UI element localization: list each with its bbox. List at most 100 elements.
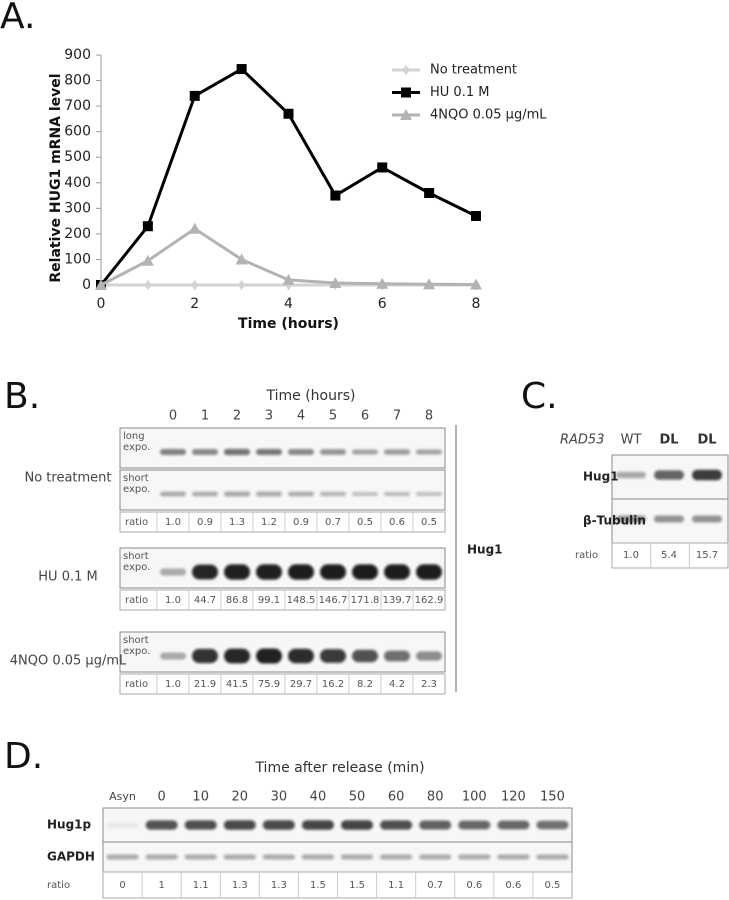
band: [320, 449, 346, 455]
ratio-value: 1.0: [165, 679, 181, 690]
band: [192, 491, 218, 497]
row-label: Hug1: [583, 470, 619, 484]
band: [301, 854, 334, 860]
band: [160, 568, 186, 576]
marker: [141, 254, 154, 266]
band: [224, 648, 250, 664]
exposure-text: short expo.: [123, 551, 151, 573]
band: [341, 820, 374, 830]
lane-label: 3: [265, 409, 273, 424]
marker: [235, 253, 248, 265]
y-tick-label: 700: [64, 98, 91, 114]
band: [692, 515, 722, 523]
ratio-value: 1.0: [623, 550, 639, 561]
lane-label: 1: [201, 409, 209, 424]
band: [384, 650, 410, 662]
ratio-value: 44.7: [194, 595, 216, 606]
row-label: GAPDH: [47, 850, 95, 864]
blot-frame: [102, 807, 573, 843]
lane-label: 5: [329, 409, 337, 424]
lane-label: 10: [192, 790, 209, 805]
protein-label: Hug1: [467, 543, 503, 557]
band: [352, 564, 378, 580]
band: [288, 564, 314, 580]
band: [497, 820, 530, 830]
lane-label: 50: [349, 790, 366, 805]
panel-label: C.: [521, 376, 558, 417]
band: [192, 449, 218, 455]
band: [262, 820, 295, 830]
ratio-value: 16.2: [322, 679, 344, 690]
lane-label: 100: [462, 790, 487, 805]
lane-label: 60: [388, 790, 405, 805]
blot-frame: [102, 841, 573, 873]
ratio-frame: [119, 589, 446, 611]
ratio-value: 146.7: [319, 595, 348, 606]
group-label: HU 0.1 M: [38, 570, 97, 585]
band: [145, 854, 178, 860]
band: [223, 854, 256, 860]
y-tick-label: 200: [64, 226, 91, 242]
lane-label: 2: [233, 409, 241, 424]
ratio-value: 0.9: [293, 517, 309, 528]
ratio-label: ratio: [125, 595, 148, 606]
band: [416, 491, 442, 497]
marker: [237, 280, 246, 290]
band: [160, 449, 186, 455]
legend-label: No treatment: [430, 63, 517, 78]
ratio-value: 0.9: [197, 517, 213, 528]
marker: [376, 277, 389, 289]
band: [341, 854, 374, 860]
marker: [402, 65, 410, 75]
band: [262, 854, 295, 860]
band: [352, 491, 378, 497]
ratio-value: 1.1: [193, 880, 209, 891]
band: [256, 491, 282, 497]
ratio-value: 0.5: [421, 517, 437, 528]
panel-label: B.: [4, 376, 40, 417]
lane-label: 6: [361, 409, 369, 424]
ratio-frame: [611, 542, 729, 569]
band: [384, 491, 410, 497]
blot-frame: [119, 469, 446, 511]
band: [223, 820, 256, 830]
band: [320, 649, 346, 663]
band: [352, 649, 378, 663]
ratio-value: 0.7: [427, 880, 443, 891]
ratio-value: 0.6: [466, 880, 482, 891]
marker: [423, 278, 436, 290]
band: [288, 491, 314, 497]
marker: [400, 109, 412, 120]
band: [384, 449, 410, 455]
y-tick-label: 100: [64, 251, 91, 267]
exposure-text: short expo.: [123, 635, 151, 657]
ratio-value: 148.5: [287, 595, 316, 606]
legend-label: HU 0.1 M: [430, 85, 489, 100]
blot-title: Time (hours): [266, 388, 356, 404]
marker: [189, 90, 200, 101]
exposure-text: long expo.: [123, 431, 151, 453]
x-tick-label: 0: [97, 296, 106, 312]
band: [256, 448, 282, 456]
lane-label: DL: [697, 433, 716, 448]
ratio-value: 0.7: [325, 517, 341, 528]
band: [380, 820, 413, 830]
marker: [236, 64, 247, 75]
ratio-value: 0.5: [545, 880, 561, 891]
ratio-value: 0: [119, 880, 125, 891]
ratio-value: 8.2: [357, 679, 373, 690]
ratio-value: 1.1: [388, 880, 404, 891]
ratio-value: 1.5: [349, 880, 365, 891]
blot-title: Time after release (min): [254, 760, 424, 776]
marker: [471, 211, 481, 221]
band: [192, 564, 218, 580]
ratio-value: 4.2: [389, 679, 405, 690]
marker: [377, 162, 388, 173]
ratio-value: 99.1: [258, 595, 280, 606]
group-label: No treatment: [24, 471, 111, 486]
ratio-value: 0.5: [357, 517, 373, 528]
group-label: 4NQO 0.05 µg/mL: [10, 654, 127, 669]
ratio-label: ratio: [125, 517, 148, 528]
x-tick-label: 6: [378, 296, 387, 312]
